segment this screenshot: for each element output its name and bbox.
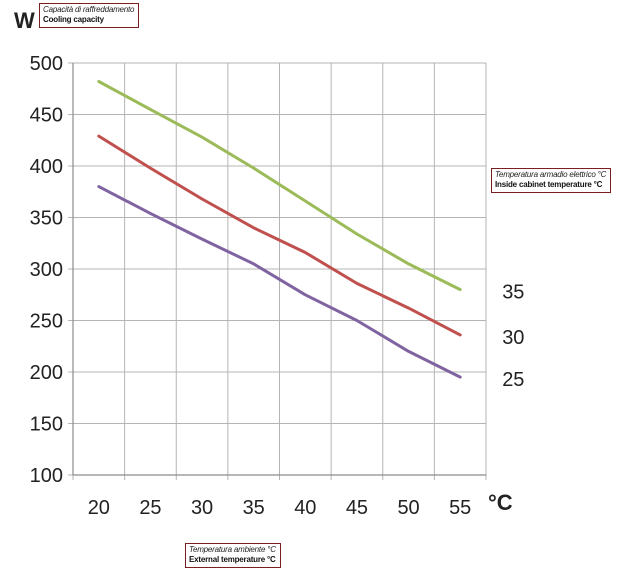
y-tick-label: 450 xyxy=(30,105,63,127)
series-label-30: 30 xyxy=(502,327,524,349)
y-axis-title-box: Capacità di raffreddamento Cooling capac… xyxy=(39,3,140,28)
x-tick-label: 45 xyxy=(346,497,368,519)
x-axis-title-english: External temperature °C xyxy=(189,555,276,564)
axes xyxy=(72,63,486,476)
y-tick-label: 150 xyxy=(30,414,63,436)
series-label-25: 25 xyxy=(502,369,524,391)
x-axis-title-box: Temperatura ambiente °C External tempera… xyxy=(185,543,281,568)
y-tick-label: 250 xyxy=(30,311,63,333)
x-tick-label: 25 xyxy=(139,497,161,519)
y-tick-label: 300 xyxy=(30,259,63,281)
series-line-35 xyxy=(97,80,462,292)
y-tick-label: 200 xyxy=(30,362,63,384)
legend-title-english: Inside cabinet temperature °C xyxy=(495,180,603,189)
legend-title-italian: Temperatura armadio elettrico °C xyxy=(495,170,607,179)
x-tick-label: 50 xyxy=(397,497,419,519)
y-tick-label: 500 xyxy=(30,53,63,75)
y-axis-title-italian: Capacità di raffreddamento xyxy=(43,5,135,14)
series-labels: 35 30 25 xyxy=(502,282,524,392)
x-unit-label: °C xyxy=(488,490,513,515)
series-line-30 xyxy=(97,134,462,337)
x-tick-label: 35 xyxy=(243,497,265,519)
series-label-35: 35 xyxy=(502,282,524,304)
series-lines xyxy=(97,80,462,379)
y-tick-label: 350 xyxy=(30,208,63,230)
x-tick-label: 20 xyxy=(88,497,110,519)
y-unit-label: W xyxy=(14,8,35,33)
y-tick-label: 100 xyxy=(30,465,63,487)
grid xyxy=(68,62,487,480)
x-tick-label: 30 xyxy=(191,497,213,519)
tick-labels: 100 150 200 250 300 350 400 450 500 20 25 30 35 40 45 5… xyxy=(30,53,472,519)
x-axis-title-italian: Temperatura ambiente °C xyxy=(189,545,276,554)
y-axis-title-english: Cooling capacity xyxy=(43,15,104,24)
series-line-25 xyxy=(97,185,462,379)
x-tick-label: 55 xyxy=(449,497,471,519)
x-tick-label: 40 xyxy=(294,497,316,519)
y-tick-label: 400 xyxy=(30,156,63,178)
legend-title-box: Temperatura armadio elettrico °C Inside … xyxy=(491,168,612,193)
